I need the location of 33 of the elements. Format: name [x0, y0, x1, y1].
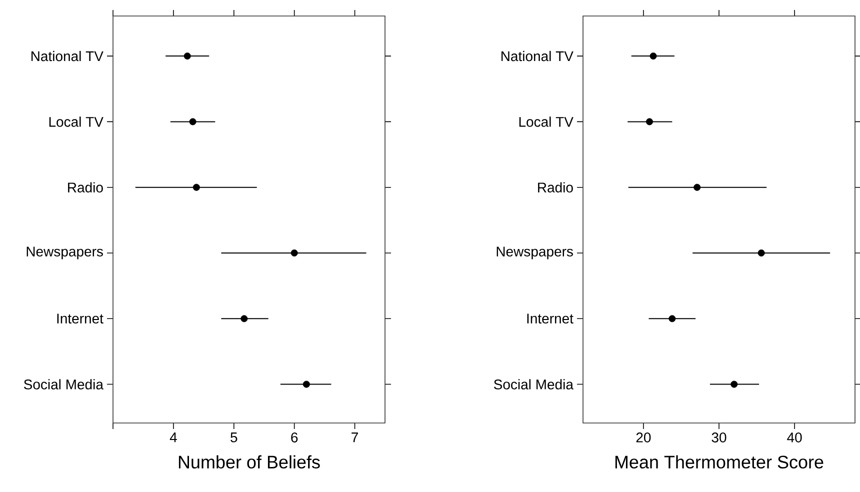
x-tick-label: 30	[712, 432, 726, 442]
point	[290, 249, 298, 256]
point	[240, 315, 248, 322]
point	[184, 52, 191, 60]
x-tick-label: 6	[291, 432, 298, 442]
y-tick-label: Internet	[527, 314, 574, 324]
y-tick-label: National TV	[31, 50, 104, 62]
point	[694, 184, 701, 191]
point	[302, 380, 310, 388]
x-tick-label: 4	[170, 432, 177, 442]
point	[758, 249, 765, 256]
y-tick-label: Newspapers	[496, 246, 573, 260]
x-tick-label: 40	[787, 432, 802, 442]
x-axis-title: Number of Beliefs	[178, 455, 320, 468]
x-axis-title: Mean Thermometer Score	[615, 455, 824, 468]
point	[646, 118, 653, 126]
y-tick-label: Radio	[538, 182, 573, 192]
point	[192, 184, 200, 191]
point	[189, 118, 196, 126]
y-tick-label: Local TV	[519, 116, 574, 127]
y-tick-label: Internet	[57, 314, 104, 324]
y-tick-label: National TV	[501, 50, 574, 62]
y-tick-label: Newspapers	[26, 246, 103, 260]
point	[668, 315, 676, 322]
y-tick-label: Social Media	[494, 379, 574, 390]
x-tick-label: 7	[352, 432, 358, 442]
point	[650, 52, 657, 60]
y-tick-label: Local TV	[49, 116, 104, 127]
point	[730, 380, 738, 388]
x-tick-label: 20	[636, 432, 651, 442]
y-tick-label: Social Media	[24, 379, 104, 390]
y-tick-label: Radio	[68, 182, 103, 192]
x-tick-label: 5	[230, 432, 238, 442]
